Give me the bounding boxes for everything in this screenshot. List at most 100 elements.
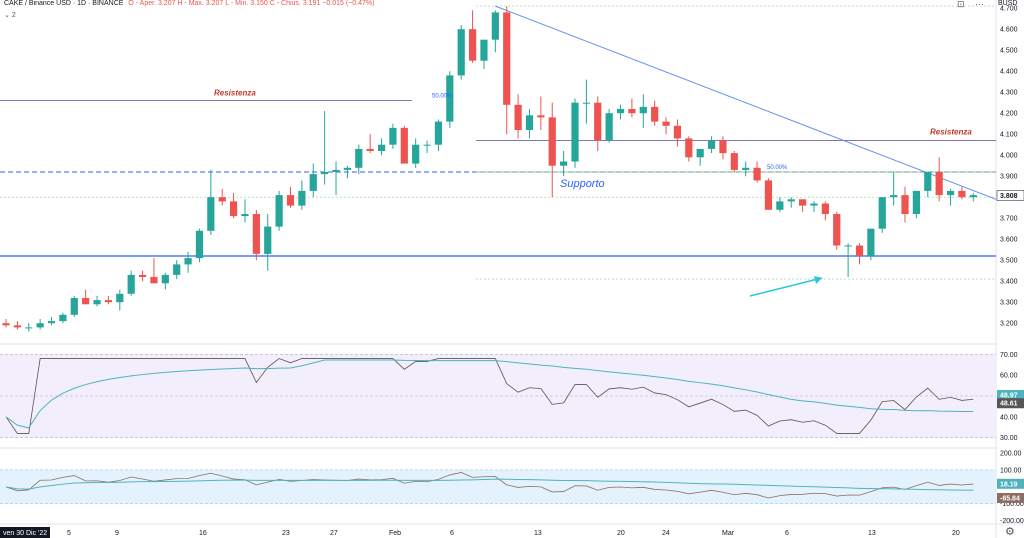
screenshot-icon[interactable]: ⊡: [957, 0, 965, 9]
indicator-collapse-button[interactable]: ⌄ 2: [4, 12, 16, 19]
cci-badge: [997, 492, 1024, 503]
candle-body: [230, 201, 238, 217]
candle-body: [150, 277, 158, 284]
rsi-ma-value: 48.97: [1000, 393, 1018, 400]
cyan-arrow-head: [814, 276, 822, 284]
candle-body: [616, 109, 625, 114]
time-tick-label: 6: [785, 530, 789, 537]
candle-body: [787, 199, 795, 202]
candle-body: [457, 29, 465, 76]
candle-body: [639, 106, 647, 114]
cci-value: -65.84: [1000, 495, 1020, 502]
candle-body: [855, 245, 864, 256]
support-label: Supporto: [560, 178, 605, 190]
candle-body: [59, 314, 67, 322]
rsi-value: 48.61: [1000, 401, 1018, 408]
candle-body: [127, 274, 135, 294]
candle-body: [503, 12, 511, 105]
candle-body: [389, 127, 397, 145]
candle-body: [412, 144, 420, 164]
candle-body: [844, 245, 852, 247]
candle-body: [195, 230, 204, 259]
candle-body: [70, 298, 78, 315]
rsi-tick-label: 60.00: [1000, 373, 1018, 380]
price-tick-label: 4.600: [1000, 27, 1018, 34]
time-tick-label: 13: [534, 530, 542, 537]
candle-body: [878, 197, 886, 229]
downtrend-line: [495, 5, 997, 200]
candle-body: [821, 203, 829, 214]
candle-body: [662, 121, 670, 126]
candle-body: [480, 39, 488, 61]
price-tick-label: 4.400: [1000, 69, 1018, 76]
time-tick-label: 20: [617, 530, 625, 537]
candle-body: [810, 203, 818, 206]
time-tick-label: 13: [868, 530, 876, 537]
rsi-ma-line: [5, 359, 974, 429]
symbol-title[interactable]: CAKE / Binance USD · 1D · BINANCE: [4, 0, 124, 7]
fib-label-right: 50.00%: [767, 165, 788, 171]
cci-tick-label: -100.00: [1000, 501, 1024, 508]
candle-body: [924, 172, 932, 191]
price-tick-label: 3.600: [1000, 237, 1018, 244]
price-tick-label: 4.100: [1000, 132, 1018, 139]
candle-body: [560, 161, 568, 166]
cci-band: [0, 469, 996, 504]
candle-body: [685, 138, 693, 158]
candle-body: [651, 106, 659, 122]
candle-body: [582, 102, 590, 104]
ohlc-readout: O ‑ Aper. 3.207 H ‑ Max. 3.207 L ‑ Min. …: [128, 0, 375, 7]
last-price-label: 3.808: [1000, 193, 1018, 200]
price-tick-label: 4.500: [1000, 48, 1018, 55]
candle-body: [104, 300, 113, 303]
candle-body: [468, 29, 477, 61]
candle-body: [446, 75, 454, 122]
candle-body: [286, 195, 295, 206]
candle-body: [764, 180, 773, 210]
time-cursor-badge: [0, 527, 50, 538]
cci-ma-line: [5, 478, 974, 491]
time-tick-label: 9: [115, 530, 119, 537]
candle-body: [605, 113, 613, 141]
candle-body: [93, 300, 101, 305]
price-tick-label: 4.200: [1000, 111, 1018, 118]
candle-body: [571, 102, 579, 162]
candle-body: [901, 195, 909, 214]
chart-header: CAKE / Binance USD · 1D · BINANCE O ‑ Ap…: [4, 0, 377, 10]
cci-tick-label: -200.00: [1000, 518, 1024, 525]
rsi-tick-label: 30.00: [1000, 435, 1018, 442]
candle-body: [13, 325, 21, 328]
candle-body: [514, 104, 522, 130]
candle-body: [890, 195, 898, 198]
candle-body: [719, 140, 727, 154]
candle-body: [332, 169, 340, 172]
rsi-ma-badge: [997, 390, 1024, 400]
candle-body: [628, 109, 636, 114]
candle-body: [753, 167, 761, 181]
candle-body: [25, 327, 33, 329]
time-tick-label: 5: [67, 530, 71, 537]
settings-gear-icon[interactable]: ⚙: [1005, 526, 1015, 538]
resistance-label-left: Resistenza: [214, 89, 256, 98]
time-tick-label: Feb: [389, 530, 401, 537]
candle-body: [548, 117, 556, 166]
candle-body: [298, 190, 306, 206]
candle-body: [36, 323, 44, 328]
more-options-icon[interactable]: ⋯: [975, 0, 984, 9]
price-tick-label: 3.300: [1000, 300, 1018, 307]
candle-body: [309, 174, 317, 191]
time-tick-label: ven 30 Dic '22: [3, 530, 47, 537]
candle-body: [173, 264, 181, 275]
candle-body: [525, 115, 534, 130]
candle-body: [207, 197, 215, 231]
cci-ma-badge: [997, 478, 1024, 489]
candle-body: [377, 144, 386, 151]
candle-body: [47, 321, 56, 324]
rsi-tick-label: 40.00: [1000, 414, 1018, 421]
time-tick-label: 16: [199, 530, 207, 537]
time-tick-label: 20: [952, 530, 960, 537]
candle-body: [867, 228, 875, 256]
candle-body: [742, 167, 750, 170]
price-tick-label: 3.200: [1000, 321, 1018, 328]
